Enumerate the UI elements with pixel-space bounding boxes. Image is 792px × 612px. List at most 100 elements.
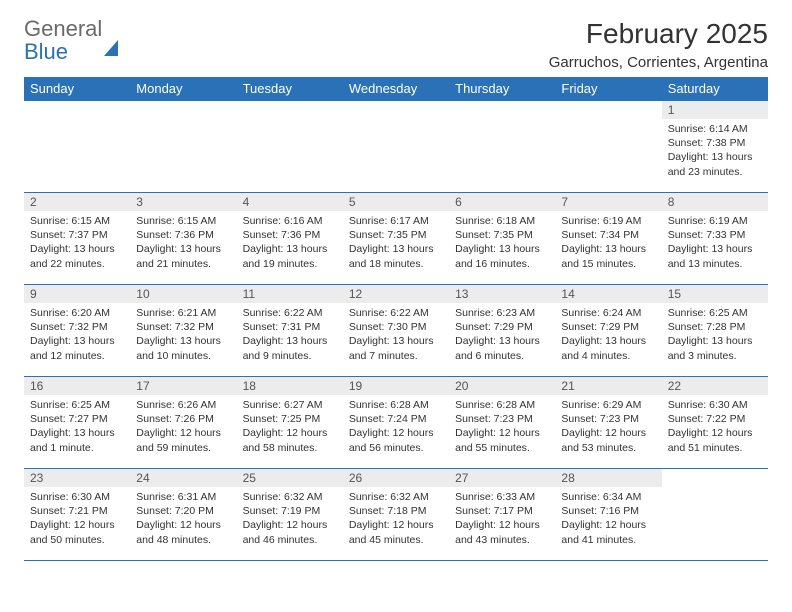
- day-number: 17: [130, 377, 236, 395]
- day-details: Sunrise: 6:18 AMSunset: 7:35 PMDaylight:…: [449, 211, 555, 275]
- day-number: 6: [449, 193, 555, 211]
- day-detail-line: Sunset: 7:35 PM: [349, 228, 443, 242]
- day-detail-line: Daylight: 13 hours: [136, 334, 230, 348]
- dow-sunday: Sunday: [24, 77, 130, 101]
- day-detail-line: Sunrise: 6:19 AM: [561, 214, 655, 228]
- day-detail-line: Sunset: 7:16 PM: [561, 504, 655, 518]
- day-detail-line: and 21 minutes.: [136, 257, 230, 271]
- day-number: 11: [237, 285, 343, 303]
- day-detail-line: Sunset: 7:38 PM: [668, 136, 762, 150]
- day-details: Sunrise: 6:25 AMSunset: 7:28 PMDaylight:…: [662, 303, 768, 367]
- dow-wednesday: Wednesday: [343, 77, 449, 101]
- day-detail-line: Sunset: 7:28 PM: [668, 320, 762, 334]
- day-number: 22: [662, 377, 768, 395]
- day-details: Sunrise: 6:23 AMSunset: 7:29 PMDaylight:…: [449, 303, 555, 367]
- day-detail-line: Daylight: 12 hours: [455, 426, 549, 440]
- day-detail-line: Daylight: 12 hours: [243, 426, 337, 440]
- day-number: 20: [449, 377, 555, 395]
- day-detail-line: Sunrise: 6:21 AM: [136, 306, 230, 320]
- day-cell: 2Sunrise: 6:15 AMSunset: 7:37 PMDaylight…: [24, 193, 130, 285]
- day-number: 13: [449, 285, 555, 303]
- day-details: Sunrise: 6:14 AMSunset: 7:38 PMDaylight:…: [662, 119, 768, 183]
- day-details: Sunrise: 6:24 AMSunset: 7:29 PMDaylight:…: [555, 303, 661, 367]
- day-detail-line: Daylight: 12 hours: [668, 426, 762, 440]
- day-detail-line: Sunrise: 6:32 AM: [349, 490, 443, 504]
- day-detail-line: Daylight: 13 hours: [349, 242, 443, 256]
- day-detail-line: and 58 minutes.: [243, 441, 337, 455]
- day-of-week-row: Sunday Monday Tuesday Wednesday Thursday…: [24, 77, 768, 101]
- month-title: February 2025: [549, 18, 768, 50]
- day-detail-line: Sunrise: 6:25 AM: [30, 398, 124, 412]
- calendar-table: Sunday Monday Tuesday Wednesday Thursday…: [24, 77, 768, 561]
- day-detail-line: and 1 minute.: [30, 441, 124, 455]
- day-number: 5: [343, 193, 449, 211]
- day-number: 7: [555, 193, 661, 211]
- day-detail-line: and 3 minutes.: [668, 349, 762, 363]
- dow-saturday: Saturday: [662, 77, 768, 101]
- day-detail-line: Sunrise: 6:34 AM: [561, 490, 655, 504]
- day-detail-line: and 51 minutes.: [668, 441, 762, 455]
- day-detail-line: and 46 minutes.: [243, 533, 337, 547]
- day-cell: 25Sunrise: 6:32 AMSunset: 7:19 PMDayligh…: [237, 469, 343, 561]
- day-detail-line: Sunset: 7:32 PM: [30, 320, 124, 334]
- day-number: 23: [24, 469, 130, 487]
- day-cell: 28 Sunrise: 6:34 AMSunset: 7:16 PMDayligh…: [555, 469, 661, 561]
- day-cell: 22Sunrise: 6:30 AMSunset: 7:22 PMDayligh…: [662, 377, 768, 469]
- day-detail-line: Sunset: 7:18 PM: [349, 504, 443, 518]
- day-number: 10: [130, 285, 236, 303]
- day-details: Sunrise: 6:17 AMSunset: 7:35 PMDaylight:…: [343, 211, 449, 275]
- day-detail-line: and 56 minutes.: [349, 441, 443, 455]
- day-details: Sunrise: 6:29 AMSunset: 7:23 PMDaylight:…: [555, 395, 661, 459]
- day-detail-line: Sunset: 7:20 PM: [136, 504, 230, 518]
- day-detail-line: and 50 minutes.: [30, 533, 124, 547]
- day-details: Sunrise: 6:15 AMSunset: 7:37 PMDaylight:…: [24, 211, 130, 275]
- logo-text-blue: Blue: [24, 39, 68, 64]
- day-details: Sunrise: 6:32 AMSunset: 7:18 PMDaylight:…: [343, 487, 449, 551]
- day-cell: 1Sunrise: 6:14 AMSunset: 7:38 PMDaylight…: [662, 101, 768, 193]
- week-row: 2Sunrise: 6:15 AMSunset: 7:37 PMDaylight…: [24, 193, 768, 285]
- day-details: Sunrise: 6:16 AMSunset: 7:36 PMDaylight:…: [237, 211, 343, 275]
- day-detail-line: Daylight: 13 hours: [30, 334, 124, 348]
- day-cell: 14Sunrise: 6:24 AMSunset: 7:29 PMDayligh…: [555, 285, 661, 377]
- day-detail-line: Sunrise: 6:15 AM: [30, 214, 124, 228]
- calendar-body: 1Sunrise: 6:14 AMSunset: 7:38 PMDaylight…: [24, 101, 768, 561]
- day-detail-line: Sunrise: 6:19 AM: [668, 214, 762, 228]
- day-detail-line: Daylight: 13 hours: [668, 150, 762, 164]
- day-number: 25: [237, 469, 343, 487]
- day-detail-line: and 12 minutes.: [30, 349, 124, 363]
- day-details: Sunrise: 6:21 AMSunset: 7:32 PMDaylight:…: [130, 303, 236, 367]
- day-detail-line: Daylight: 13 hours: [668, 242, 762, 256]
- day-cell: [130, 101, 236, 193]
- day-detail-line: Daylight: 13 hours: [243, 334, 337, 348]
- day-number: 16: [24, 377, 130, 395]
- logo-triangle-icon: [104, 23, 118, 56]
- week-row: 1Sunrise: 6:14 AMSunset: 7:38 PMDaylight…: [24, 101, 768, 193]
- day-detail-line: Sunset: 7:31 PM: [243, 320, 337, 334]
- day-number: 24: [130, 469, 236, 487]
- day-detail-line: Daylight: 12 hours: [561, 518, 655, 532]
- day-detail-line: Sunrise: 6:26 AM: [136, 398, 230, 412]
- day-detail-line: Sunrise: 6:22 AM: [349, 306, 443, 320]
- day-number: 28: [555, 469, 661, 487]
- location: Garruchos, Corrientes, Argentina: [549, 54, 768, 71]
- day-details: Sunrise: 6:22 AMSunset: 7:31 PMDaylight:…: [237, 303, 343, 367]
- day-detail-line: and 18 minutes.: [349, 257, 443, 271]
- day-cell: 11Sunrise: 6:22 AMSunset: 7:31 PMDayligh…: [237, 285, 343, 377]
- logo: General Blue: [24, 18, 118, 64]
- day-detail-line: Daylight: 13 hours: [561, 242, 655, 256]
- day-cell: 7Sunrise: 6:19 AMSunset: 7:34 PMDaylight…: [555, 193, 661, 285]
- day-cell: [343, 101, 449, 193]
- day-detail-line: Sunrise: 6:24 AM: [561, 306, 655, 320]
- day-details: Sunrise: 6:26 AMSunset: 7:26 PMDaylight:…: [130, 395, 236, 459]
- dow-tuesday: Tuesday: [237, 77, 343, 101]
- day-detail-line: and 15 minutes.: [561, 257, 655, 271]
- day-detail-line: Sunrise: 6:28 AM: [349, 398, 443, 412]
- day-detail-line: Sunrise: 6:28 AM: [455, 398, 549, 412]
- day-cell: 24Sunrise: 6:31 AMSunset: 7:20 PMDayligh…: [130, 469, 236, 561]
- dow-friday: Friday: [555, 77, 661, 101]
- day-detail-line: Sunset: 7:36 PM: [136, 228, 230, 242]
- day-details: Sunrise: 6:20 AMSunset: 7:32 PMDaylight:…: [24, 303, 130, 367]
- day-detail-line: Sunrise: 6:27 AM: [243, 398, 337, 412]
- day-number: 1: [662, 101, 768, 119]
- day-detail-line: Sunset: 7:27 PM: [30, 412, 124, 426]
